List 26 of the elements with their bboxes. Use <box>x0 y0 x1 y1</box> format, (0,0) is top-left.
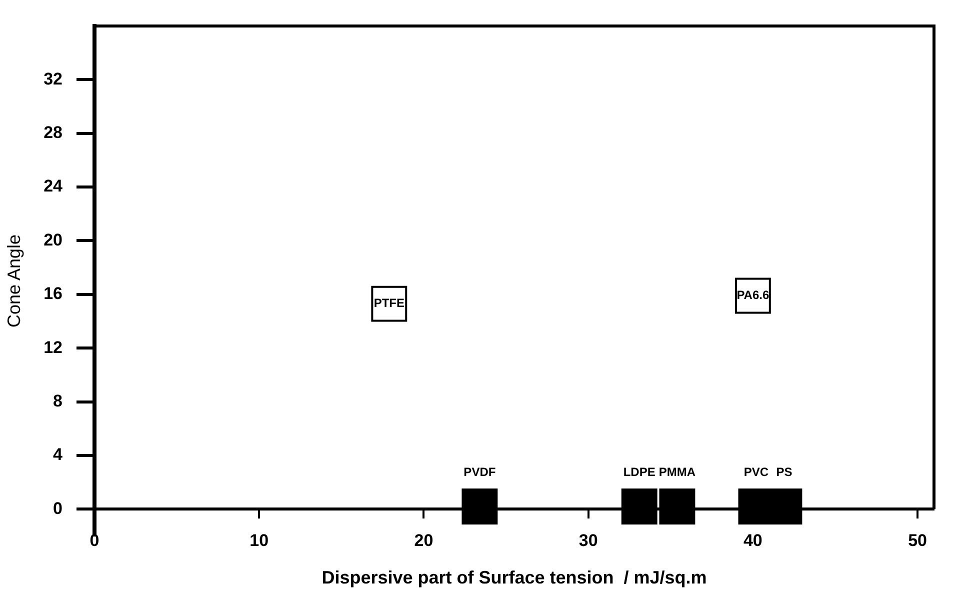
x-tick-label: 10 <box>250 531 269 550</box>
annotation: PS <box>776 464 792 479</box>
x-tick-label: 20 <box>414 531 434 550</box>
y-tick-label: 32 <box>44 69 63 88</box>
y-tick-label: 4 <box>53 445 64 464</box>
y-tick-label: 24 <box>44 176 64 196</box>
annotation: PTFE <box>374 296 404 310</box>
annotation: PMMA <box>658 464 696 479</box>
annotation: PVC <box>744 464 769 479</box>
y-tick-label: 12 <box>44 338 63 357</box>
x-axis-title: Dispersive part of Surface tension / mJ/sq.m <box>322 567 707 588</box>
point <box>621 488 658 524</box>
point <box>659 488 696 524</box>
y-tick-label: 20 <box>44 230 63 250</box>
y-axis-title: Cone Angle <box>4 234 24 328</box>
y-tick-label: 8 <box>53 391 63 410</box>
y-tick-label: 28 <box>44 123 63 142</box>
annotation: LDPE <box>623 464 656 479</box>
annotation: PA6.6 <box>736 288 770 302</box>
annotation: PVDF <box>464 464 496 479</box>
x-tick-label: 30 <box>578 531 598 550</box>
x-tick-label: 50 <box>908 531 927 550</box>
x-tick-label: 40 <box>743 531 762 550</box>
y-tick-label: 0 <box>53 498 63 518</box>
point <box>462 488 498 524</box>
y-tick-label: 16 <box>44 284 63 304</box>
